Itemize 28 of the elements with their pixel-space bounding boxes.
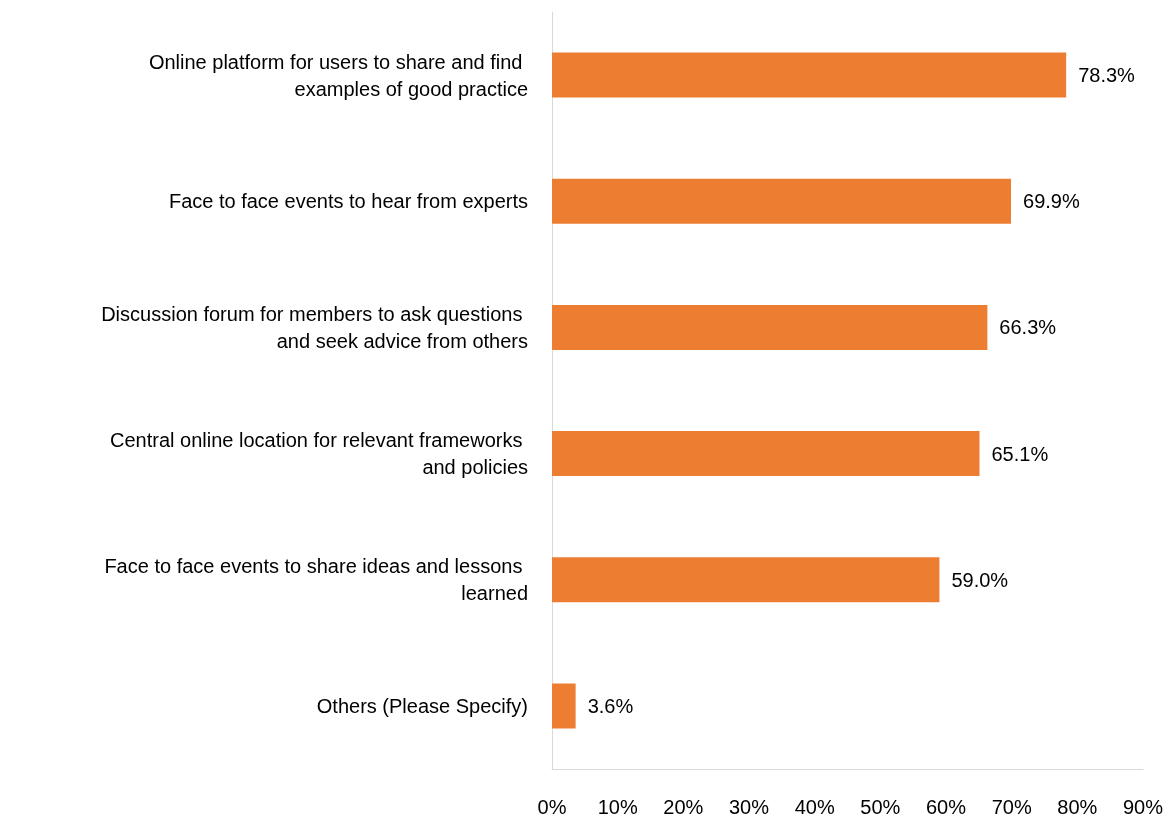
bar bbox=[552, 52, 1067, 98]
data-label: 65.1% bbox=[991, 442, 1049, 465]
y-tick-label: Discussion forum for members to ask questions and seek advice from others bbox=[101, 302, 528, 352]
x-tick-label: 80% bbox=[1057, 796, 1098, 817]
y-tick-label: Face to face events to hear from experts bbox=[168, 190, 528, 213]
y-tick-label: Central online location for relevant frameworks and policies bbox=[110, 429, 528, 479]
data-label: 3.6% bbox=[587, 694, 634, 717]
data-label: 66.3% bbox=[999, 316, 1057, 339]
data-label: 59.0% bbox=[951, 568, 1009, 591]
bar bbox=[552, 431, 980, 477]
x-tick-label: 0% bbox=[537, 796, 567, 817]
bar bbox=[552, 178, 1012, 224]
y-tick-label: Face to face events to share ideas and lessons learned bbox=[104, 555, 528, 605]
x-tick-label: 50% bbox=[860, 796, 901, 817]
data-label: 69.9% bbox=[1023, 190, 1080, 213]
x-tick-label: 90% bbox=[1122, 796, 1164, 817]
x-tick-label: 40% bbox=[794, 796, 835, 817]
x-tick-label: 10% bbox=[597, 796, 638, 817]
bar bbox=[552, 683, 576, 729]
y-tick-label: Others (Please Specify) bbox=[316, 694, 528, 717]
data-label: 78.3% bbox=[1078, 64, 1136, 87]
x-tick-label: 30% bbox=[728, 796, 770, 817]
bar bbox=[552, 557, 940, 603]
x-tick-label: 20% bbox=[663, 796, 704, 817]
bar bbox=[552, 304, 988, 350]
x-tick-label: 70% bbox=[991, 796, 1032, 817]
y-tick-label: Online platform for users to share and find examples of good practice bbox=[148, 50, 528, 100]
x-tick-label: 60% bbox=[925, 796, 967, 817]
